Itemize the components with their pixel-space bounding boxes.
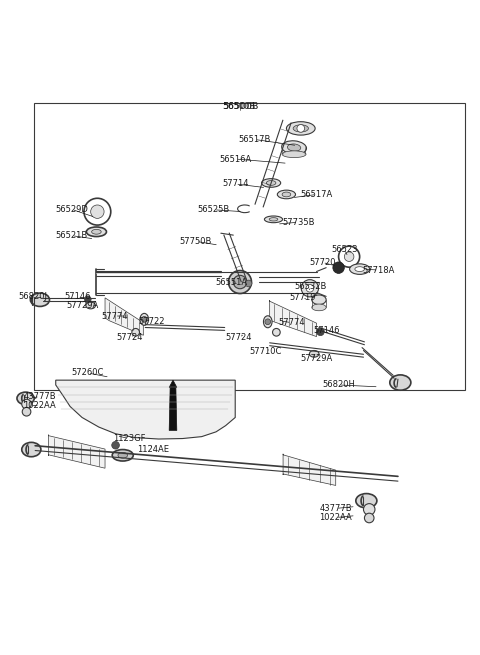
Circle shape [91, 205, 104, 218]
Text: 43777B: 43777B [24, 392, 56, 401]
Ellipse shape [390, 375, 411, 390]
Ellipse shape [355, 267, 364, 272]
Text: 56820J: 56820J [19, 292, 48, 301]
Circle shape [22, 400, 31, 409]
Text: 57750B: 57750B [180, 237, 212, 246]
Ellipse shape [293, 125, 309, 132]
Text: 57146: 57146 [64, 292, 91, 301]
Text: 56532B: 56532B [295, 282, 327, 291]
Text: 57710C: 57710C [250, 347, 282, 356]
Ellipse shape [228, 271, 252, 293]
Ellipse shape [86, 227, 107, 236]
Text: 56551A: 56551A [216, 278, 248, 287]
Ellipse shape [266, 181, 276, 185]
Ellipse shape [312, 295, 326, 305]
Text: 57722: 57722 [138, 317, 165, 326]
Polygon shape [283, 454, 336, 485]
Text: 56516A: 56516A [219, 155, 252, 164]
Ellipse shape [132, 328, 140, 336]
Bar [34, 103, 465, 390]
Circle shape [364, 514, 374, 523]
Ellipse shape [273, 328, 280, 336]
Text: 57714: 57714 [222, 179, 249, 189]
Text: 56517A: 56517A [300, 190, 333, 199]
Text: 57724: 57724 [117, 333, 143, 342]
Text: 1022AA: 1022AA [319, 513, 352, 522]
Circle shape [142, 316, 147, 322]
Ellipse shape [30, 293, 49, 307]
Ellipse shape [288, 144, 301, 151]
Ellipse shape [264, 216, 283, 223]
Circle shape [112, 441, 120, 449]
Text: 1123GF: 1123GF [113, 434, 145, 443]
Ellipse shape [282, 141, 307, 155]
Ellipse shape [269, 217, 278, 221]
Text: 57260C: 57260C [72, 369, 104, 377]
Ellipse shape [282, 151, 306, 158]
Circle shape [265, 319, 271, 325]
Text: 57718A: 57718A [362, 265, 395, 274]
Text: 56500B: 56500B [222, 102, 258, 111]
Ellipse shape [287, 122, 315, 135]
Polygon shape [169, 380, 177, 430]
Ellipse shape [118, 453, 128, 458]
Polygon shape [56, 380, 235, 439]
Text: 56820H: 56820H [322, 381, 355, 390]
Text: 57735B: 57735B [282, 217, 315, 227]
Circle shape [306, 284, 314, 292]
Text: 57719: 57719 [289, 293, 315, 302]
Text: 56517B: 56517B [238, 135, 271, 144]
Circle shape [297, 124, 305, 132]
Ellipse shape [312, 304, 326, 310]
Circle shape [344, 252, 354, 261]
Ellipse shape [92, 229, 101, 234]
Ellipse shape [233, 275, 247, 289]
Polygon shape [270, 300, 317, 337]
Text: 57774: 57774 [101, 312, 128, 320]
Text: 1124AE: 1124AE [137, 445, 169, 453]
Text: 56500B: 56500B [224, 102, 256, 111]
Ellipse shape [264, 316, 272, 328]
Circle shape [333, 262, 344, 273]
Ellipse shape [17, 392, 34, 405]
Ellipse shape [262, 179, 281, 187]
Ellipse shape [282, 192, 291, 197]
Ellipse shape [22, 442, 41, 457]
Ellipse shape [277, 190, 296, 198]
Text: 57724: 57724 [226, 333, 252, 342]
Circle shape [84, 296, 91, 303]
Polygon shape [105, 298, 144, 335]
Ellipse shape [112, 449, 133, 461]
Text: 57729A: 57729A [300, 354, 333, 363]
Text: 1022AA: 1022AA [24, 401, 56, 409]
Text: 56525B: 56525B [198, 205, 230, 214]
Text: 57774: 57774 [278, 318, 305, 328]
Text: 56529D: 56529D [55, 205, 88, 214]
Circle shape [317, 328, 324, 335]
Text: 56523: 56523 [331, 244, 358, 253]
Ellipse shape [140, 313, 149, 326]
Ellipse shape [86, 302, 96, 309]
Text: 43777B: 43777B [319, 504, 352, 513]
Circle shape [245, 280, 252, 287]
Polygon shape [48, 435, 105, 468]
Ellipse shape [310, 350, 319, 357]
Circle shape [22, 407, 31, 416]
Text: 57720: 57720 [309, 258, 336, 267]
Ellipse shape [238, 278, 250, 284]
Circle shape [363, 504, 375, 515]
Text: 57729A: 57729A [66, 301, 98, 310]
Text: 56521B: 56521B [55, 231, 88, 240]
Ellipse shape [349, 264, 370, 274]
Text: 57146: 57146 [314, 326, 340, 335]
Ellipse shape [356, 494, 377, 508]
Circle shape [301, 280, 319, 297]
